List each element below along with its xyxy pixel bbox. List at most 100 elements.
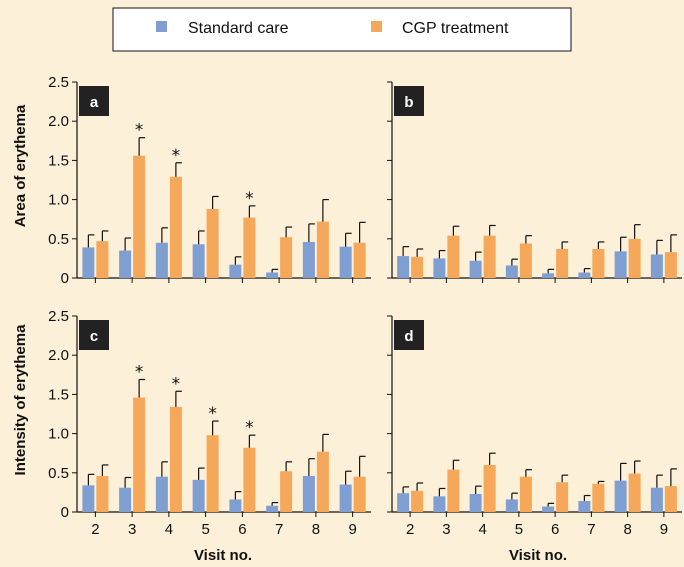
bar-cgp-treatment xyxy=(206,435,219,512)
bar-standard-care xyxy=(192,479,205,512)
legend-label-cgp-treatment: CGP treatment xyxy=(402,20,509,37)
bar-cgp-treatment xyxy=(411,490,424,512)
bar-cgp-treatment xyxy=(353,476,366,512)
bar-standard-care xyxy=(266,505,279,512)
panel-b: b xyxy=(387,81,682,283)
bar-standard-care xyxy=(505,265,518,278)
significance-star: * xyxy=(208,404,217,424)
bar-standard-care xyxy=(229,499,242,512)
significance-star: * xyxy=(245,189,254,209)
significance-star: * xyxy=(135,121,144,141)
bar-standard-care xyxy=(542,506,555,512)
panel-letter: b xyxy=(404,94,413,111)
bar-standard-care xyxy=(119,487,132,512)
bar-standard-care xyxy=(397,493,410,512)
bar-cgp-treatment xyxy=(519,243,532,278)
bar-cgp-treatment xyxy=(133,155,146,278)
bar-cgp-treatment xyxy=(280,237,293,278)
y-tick-label: 2.5 xyxy=(48,74,69,91)
bar-cgp-treatment xyxy=(628,473,641,512)
bar-standard-care xyxy=(82,485,95,512)
bar-cgp-treatment xyxy=(411,256,424,278)
bar-standard-care xyxy=(155,242,168,278)
bar-cgp-treatment xyxy=(96,241,109,278)
bar-standard-care xyxy=(578,272,591,278)
x-tick-label: 7 xyxy=(587,521,595,538)
x-tick-label: 7 xyxy=(275,521,283,538)
bar-standard-care xyxy=(650,487,663,512)
x-tick-label: 8 xyxy=(312,521,320,538)
bar-cgp-treatment xyxy=(483,464,496,512)
bar-standard-care xyxy=(433,258,446,278)
x-tick-label: 2 xyxy=(406,521,414,538)
bar-cgp-treatment xyxy=(664,252,677,278)
y-tick-label: 1.5 xyxy=(48,386,69,403)
y-tick-label: 2.5 xyxy=(48,308,69,325)
significance-star: * xyxy=(135,363,144,383)
bar-cgp-treatment xyxy=(133,397,146,512)
bar-standard-care xyxy=(614,251,627,278)
bar-standard-care xyxy=(397,256,410,278)
bar-standard-care xyxy=(119,250,132,278)
x-tick-label: 6 xyxy=(551,521,559,538)
bar-cgp-treatment xyxy=(206,209,219,278)
bar-cgp-treatment xyxy=(447,235,460,278)
bar-cgp-treatment xyxy=(280,471,293,512)
y-tick-label: 0 xyxy=(61,270,69,287)
y-tick-label: 1.5 xyxy=(48,152,69,169)
bar-cgp-treatment xyxy=(447,469,460,512)
y-tick-label: 0.5 xyxy=(48,465,69,482)
bar-cgp-treatment xyxy=(592,248,605,278)
panel-c: 0 0.5 1.0 1.5 2.0 2.5 c 2 3 * 4 * 5 * 6 * 7 8 9 xyxy=(48,308,371,538)
bar-cgp-treatment xyxy=(483,235,496,278)
panel-letter: c xyxy=(90,328,98,345)
panel-letter-badge xyxy=(394,320,424,350)
panel-letter-badge xyxy=(79,86,109,116)
x-axis-title-right: Visit no. xyxy=(509,547,567,564)
significance-star: * xyxy=(172,146,181,166)
panel-d: d 2 3 4 5 6 7 8 9 xyxy=(387,315,682,538)
x-tick-label: 4 xyxy=(165,521,173,538)
bar-cgp-treatment xyxy=(96,475,109,512)
bar-standard-care xyxy=(578,501,591,512)
legend-box xyxy=(112,7,572,52)
bar-standard-care xyxy=(302,241,315,278)
bar-cgp-treatment xyxy=(243,217,256,278)
y-tick-label: 1.0 xyxy=(48,192,69,209)
bar-cgp-treatment xyxy=(316,221,329,278)
bar-standard-care xyxy=(155,476,168,512)
bar-standard-care xyxy=(469,260,482,278)
bar-cgp-treatment xyxy=(316,451,329,512)
y-axis-title-area: Area of erythema xyxy=(12,104,29,227)
x-tick-label: 3 xyxy=(442,521,450,538)
bar-standard-care xyxy=(614,480,627,512)
x-tick-label: 6 xyxy=(238,521,246,538)
bar-cgp-treatment xyxy=(169,176,182,278)
x-tick-label: 2 xyxy=(91,521,99,538)
bar-standard-care xyxy=(469,493,482,512)
panel-letter: d xyxy=(404,328,413,345)
significance-star: * xyxy=(172,374,181,394)
legend: Standard care CGP treatment xyxy=(112,7,572,52)
bar-standard-care xyxy=(650,254,663,278)
bar-standard-care xyxy=(229,264,242,278)
bar-standard-care xyxy=(266,272,279,278)
bar-standard-care xyxy=(192,244,205,278)
bar-cgp-treatment xyxy=(519,476,532,512)
y-tick-label: 0 xyxy=(61,504,69,521)
y-axis-title-intensity: Intensity of erythema xyxy=(12,324,29,476)
bar-standard-care xyxy=(505,499,518,512)
bar-cgp-treatment xyxy=(556,248,569,278)
bar-standard-care xyxy=(339,484,352,512)
x-tick-label: 3 xyxy=(128,521,136,538)
legend-swatch-standard-care xyxy=(156,21,167,32)
panel-a: 0 0.5 1.0 1.5 2.0 2.5 a * * * xyxy=(48,74,371,287)
bar-standard-care xyxy=(82,247,95,278)
significance-star: * xyxy=(245,418,254,438)
bar-standard-care xyxy=(433,496,446,512)
x-tick-label: 8 xyxy=(623,521,631,538)
bar-cgp-treatment xyxy=(664,486,677,512)
panel-letter-badge xyxy=(79,320,109,350)
panel-letter: a xyxy=(90,94,99,111)
